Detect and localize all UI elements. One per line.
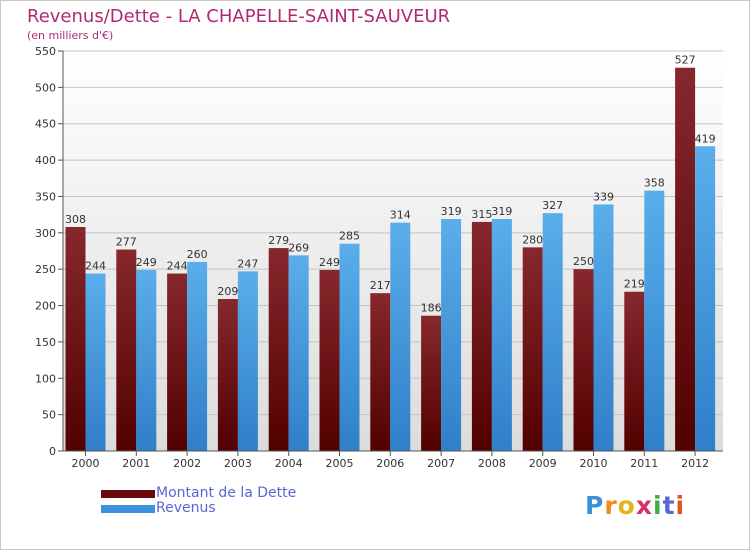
data-label-debt-2010: 250 [573,255,594,268]
y-tick-label: 250 [35,263,56,276]
chart-title: Revenus/Dette - LA CHAPELLE-SAINT-SAUVEU… [27,6,451,27]
bar-debt-2012 [675,67,696,452]
data-label-debt-2009: 280 [522,233,543,246]
bar-revenus-2005 [339,243,360,451]
data-label-debt-2011: 219 [624,278,645,291]
x-tick-label: 2008 [478,457,506,470]
bar-revenus-2002 [187,261,208,451]
bar-revenus-2001 [136,269,157,451]
data-label-revenus-2011: 358 [644,177,665,190]
bar-revenus-2000 [85,273,106,451]
x-tick-label: 2012 [681,457,709,470]
x-tick-label: 2003 [224,457,252,470]
legend-swatch-revenus [101,505,155,513]
bar-debt-2000 [65,227,86,451]
data-label-debt-2003: 209 [217,285,238,298]
y-axis: 0 50 100 150 200 250 300 350 400 450 500 550 [35,45,64,458]
x-tick-label: 2005 [326,457,354,470]
y-tick-label: 450 [35,118,56,131]
data-label-revenus-2012: 419 [695,132,716,145]
bar-debt-2007 [421,315,442,451]
data-label-debt-2000: 308 [65,213,86,226]
x-tick-label: 2002 [173,457,201,470]
data-label-revenus-2009: 327 [542,199,563,212]
legend-label-debt: Montant de la Dette [156,485,297,501]
data-label-revenus-2005: 285 [339,230,360,243]
y-tick-label: 550 [35,45,56,58]
data-label-revenus-2004: 269 [288,241,309,254]
data-label-debt-2002: 244 [167,260,188,273]
x-tick-label: 2009 [529,457,557,470]
y-tick-label: 300 [35,227,56,240]
bar-debt-2008 [471,221,492,451]
legend-swatch-debt [101,490,155,498]
data-label-revenus-2010: 339 [593,190,614,203]
y-tick-label: 400 [35,154,56,167]
y-tick-label: 50 [42,409,56,422]
bar-revenus-2012 [695,146,716,452]
data-label-debt-2012: 527 [675,54,696,67]
bar-debt-2003 [217,299,238,451]
bar-revenus-2007 [441,219,462,451]
bar-revenus-2008 [491,219,512,451]
data-label-revenus-2000: 244 [85,260,106,273]
bar-revenus-2009 [542,213,563,451]
bar-debt-2011 [624,291,645,451]
bar-revenus-2004 [288,255,309,451]
data-label-revenus-2006: 314 [390,209,411,222]
bar-debt-2009 [522,247,543,451]
y-tick-label: 500 [35,81,56,94]
x-tick-label: 2007 [427,457,455,470]
x-tick-label: 2010 [580,457,608,470]
data-label-debt-2008: 315 [471,208,492,221]
x-tick-label: 2000 [72,457,100,470]
bar-debt-2004 [268,248,289,451]
data-label-debt-2006: 217 [370,279,391,292]
y-tick-label: 0 [49,445,56,458]
y-tick-label: 150 [35,336,56,349]
x-axis: 2000 2001 2002 2003 2004 2005 2006 2007 2008 2009… [63,450,723,470]
bars [65,67,716,452]
y-tick-label: 200 [35,300,56,313]
data-label-revenus-2008: 319 [491,205,512,218]
x-tick-label: 2001 [122,457,150,470]
chart-subtitle: (en milliers d'€) [27,29,114,42]
y-tick-label: 350 [35,190,56,203]
data-label-debt-2007: 186 [421,302,442,315]
bar-revenus-2010 [593,204,614,451]
data-label-debt-2001: 277 [116,236,137,249]
data-label-revenus-2003: 247 [237,257,258,270]
data-label-revenus-2002: 260 [187,248,208,261]
data-label-revenus-2001: 249 [136,256,157,269]
x-tick-label: 2006 [376,457,404,470]
data-label-revenus-2007: 319 [441,205,462,218]
bar-debt-2005 [319,269,340,451]
legend-label-revenus: Revenus [156,500,216,516]
bar-debt-2010 [573,269,594,451]
bar-revenus-2003 [237,271,258,451]
bar-revenus-2011 [644,190,665,452]
x-tick-label: 2011 [630,457,658,470]
y-tick-label: 100 [35,372,56,385]
bar-revenus-2006 [390,222,411,451]
bar-debt-2006 [370,293,391,451]
x-tick-label: 2004 [275,457,303,470]
proxiti-logo: Proxiti [585,491,686,520]
data-label-debt-2004: 279 [268,234,289,247]
data-label-debt-2005: 249 [319,256,340,269]
bar-debt-2002 [167,273,188,451]
bar-debt-2001 [116,249,137,451]
